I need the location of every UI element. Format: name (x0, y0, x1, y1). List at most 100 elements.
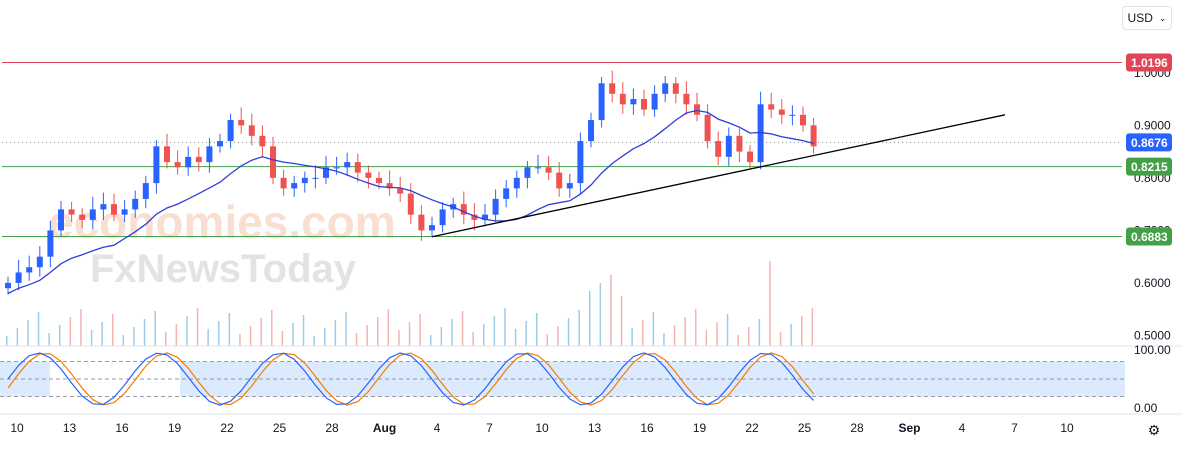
candle-body (609, 83, 616, 94)
stochastic-k-line (7, 352, 815, 406)
time-tick-label: 13 (588, 421, 602, 435)
candle-body (747, 151, 753, 163)
volume-bar (705, 330, 708, 346)
volume-bar (292, 323, 294, 346)
candle-body (164, 146, 170, 163)
candle-body (800, 114, 806, 126)
stochastic-tick-label: 0.00 (1134, 401, 1158, 415)
candle-body (588, 120, 594, 142)
candle-body (312, 177, 319, 179)
candle-body (662, 83, 669, 94)
candle-body (757, 104, 764, 163)
volume-bar (122, 335, 125, 346)
volume-bar (652, 312, 655, 346)
candle-body (36, 256, 43, 268)
volume-bar (154, 311, 156, 346)
candle-body (439, 209, 446, 226)
volume-bar (377, 317, 379, 346)
candle-body (513, 177, 520, 189)
volume-bar (313, 336, 315, 346)
candle-body (376, 177, 382, 184)
candle-body (789, 114, 796, 116)
trendline (431, 114, 1006, 238)
candle-body (725, 135, 732, 157)
candle-body (736, 135, 743, 152)
candle-body (47, 230, 54, 257)
candle-body (280, 177, 287, 189)
volume-bar (811, 308, 814, 346)
volume-bar (695, 309, 697, 346)
volume-bar (366, 325, 368, 346)
currency-selector-button[interactable]: USD ⌄ (1122, 6, 1172, 30)
volume-bar (536, 313, 538, 346)
volume-bar (48, 333, 50, 346)
candle-body (503, 188, 510, 199)
volume-bar (726, 314, 729, 346)
candle-body (460, 204, 467, 215)
time-tick-label: 28 (325, 421, 339, 435)
candle-body (121, 209, 128, 215)
candle-body (492, 198, 499, 215)
time-tick-label: 10 (535, 421, 549, 435)
candle-body (630, 99, 637, 105)
volume-bar (599, 283, 602, 346)
chevron-down-icon: ⌄ (1158, 12, 1167, 23)
volume-bar (451, 319, 453, 346)
candle-body (683, 93, 690, 105)
volume-bar (80, 309, 82, 346)
candle-body (577, 141, 584, 184)
volume-bar (112, 314, 114, 346)
price-tick-label: 0.6000 (1134, 276, 1171, 290)
volume-bar (461, 311, 464, 346)
time-tick-label: 25 (798, 421, 812, 435)
volume-bar (557, 326, 559, 346)
volume-bar (631, 328, 633, 346)
candle-body (641, 99, 647, 110)
level-label: 0.8215 (1131, 160, 1168, 174)
volume-bar (207, 329, 209, 346)
time-tick-label: 22 (745, 421, 759, 435)
candle-body (407, 193, 414, 215)
time-tick-label: 4 (434, 421, 441, 435)
candle-body (418, 214, 425, 231)
candle-body (132, 198, 139, 210)
volume-bar (620, 296, 623, 346)
volume-bar (801, 316, 803, 346)
volume-bar (673, 325, 676, 346)
candle-body (429, 225, 435, 231)
volume-bar (716, 322, 718, 346)
volume-bar (249, 326, 252, 346)
candle-body (291, 183, 298, 189)
candle-body (715, 141, 722, 157)
time-tick-label: 10 (10, 421, 24, 435)
time-tick-label: 13 (63, 421, 77, 435)
candle-body (5, 282, 11, 289)
candle-body (323, 167, 329, 178)
volume-bar (90, 330, 93, 346)
candle-body (185, 156, 192, 168)
candle-body (68, 209, 75, 215)
volume-bar (324, 328, 326, 346)
volume-bar (143, 319, 146, 346)
volume-bar (419, 314, 421, 346)
candle-body (810, 125, 817, 147)
stochastic-tick-label: 100.00 (1134, 343, 1171, 357)
candle-body (344, 162, 351, 168)
candle-body (153, 146, 160, 184)
candle-body (58, 209, 64, 231)
volume-bar (737, 335, 739, 346)
candle-body (524, 167, 531, 178)
candle-body (142, 183, 149, 199)
price-tick-label: 0.5000 (1134, 328, 1171, 342)
gear-icon[interactable]: ⚙ (1147, 421, 1161, 438)
candle-body (651, 93, 658, 110)
volume-bar (589, 291, 591, 346)
candle-body (768, 104, 775, 110)
moving-average-line (7, 109, 814, 295)
candle-body (694, 104, 700, 115)
candle-body (301, 177, 308, 184)
time-tick-label: 28 (850, 421, 864, 435)
currency-label: USD (1127, 11, 1153, 25)
